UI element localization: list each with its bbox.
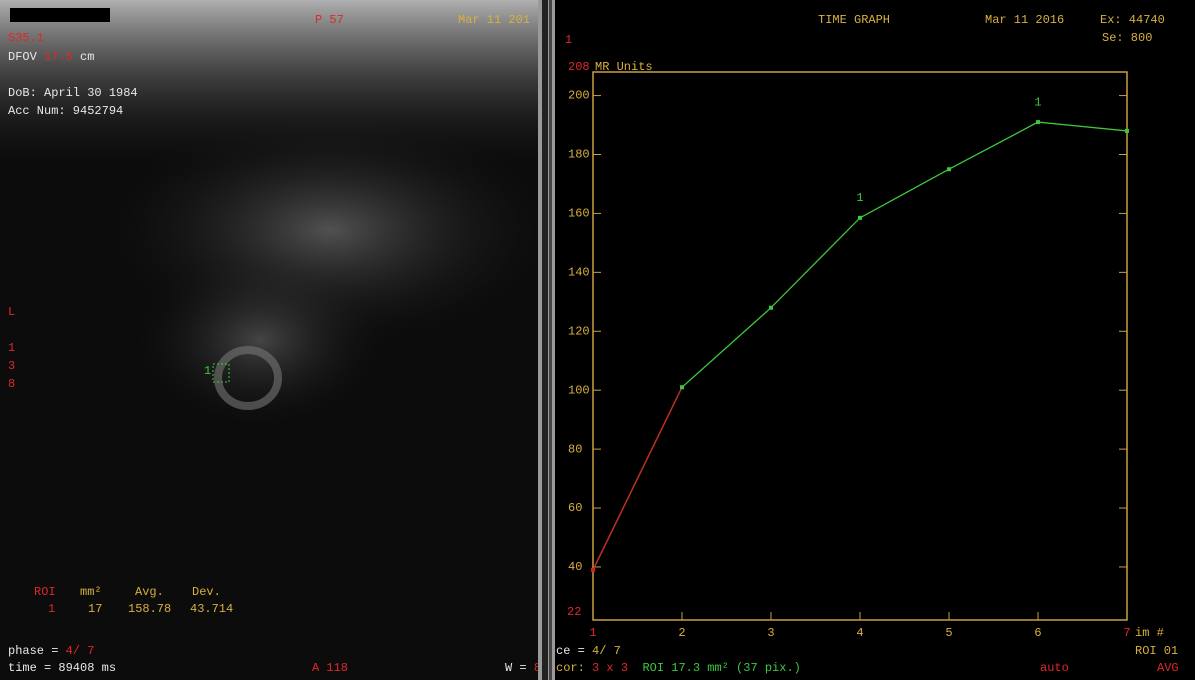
- date: Mar 11 2016: [985, 13, 1064, 27]
- y-tick-label: 80: [568, 442, 582, 456]
- x-tick-label: 6: [1034, 626, 1041, 640]
- roi-header: Dev.: [192, 585, 221, 599]
- graph-background: [555, 0, 1195, 680]
- x-tick-label: 3: [767, 626, 774, 640]
- roi-cell: 158.78: [128, 602, 171, 616]
- roi-marker: 1: [204, 364, 211, 378]
- redaction: [565, 8, 635, 20]
- separator-gap: [549, 0, 552, 680]
- acc-num: Acc Num: 9452794: [8, 104, 123, 118]
- series-id: S35.1: [8, 31, 44, 45]
- y-limit-label: 22: [567, 605, 581, 619]
- x-axis-label: im #: [1135, 626, 1164, 640]
- x-tick-label: 2: [678, 626, 685, 640]
- y-tick-label: 140: [568, 266, 590, 280]
- mode: auto: [1040, 661, 1069, 675]
- date: Mar 11 201: [458, 13, 530, 27]
- x-tick-label: 4: [856, 626, 863, 640]
- data-point: [1125, 129, 1129, 133]
- series: Se: 800: [1102, 31, 1152, 45]
- y-tick-label: 60: [568, 501, 582, 515]
- y-tick-label: 180: [568, 148, 590, 162]
- phase: ce = 4/ 7: [556, 644, 621, 658]
- roi-id: ROI 01: [1135, 644, 1178, 658]
- window: W = 8: [505, 661, 541, 675]
- data-point: [680, 385, 684, 389]
- dob: DoB: April 30 1984: [8, 86, 138, 100]
- cor: cor: 3 x 3 ROI 17.3 mm² (37 pix.): [556, 661, 801, 675]
- roi-cell: 43.714: [190, 602, 233, 616]
- dfov: DFOV 17.5 cm: [8, 50, 94, 64]
- corner: 1: [565, 33, 572, 47]
- y-tick-label: 40: [568, 560, 582, 574]
- anterior: A 118: [312, 661, 348, 675]
- image-viewport[interactable]: 1 S35.1 DFOV 17.5 cm DoB: April 30 1984 …: [0, 0, 560, 680]
- roi-header: mm²: [80, 585, 102, 599]
- data-point: [769, 306, 773, 310]
- roi-header: Avg.: [135, 585, 164, 599]
- x-tick-label: 7: [1123, 626, 1130, 640]
- roi-cell: 17: [88, 602, 102, 616]
- separator-gap: [542, 0, 548, 680]
- data-point: [1036, 120, 1040, 124]
- side-digit: 1: [8, 341, 15, 355]
- data-point: [947, 167, 951, 171]
- stat: AVG: [1157, 661, 1179, 675]
- side-digit: 3: [8, 359, 15, 373]
- position: P 57: [315, 13, 344, 27]
- time: time = 89408 ms: [8, 661, 116, 675]
- exam: Ex: 44740: [1100, 13, 1165, 27]
- roi-cell: 1: [48, 602, 55, 616]
- x-tick-label: 1: [589, 626, 596, 640]
- roi-header: ROI: [34, 585, 56, 599]
- data-point: [858, 216, 862, 220]
- y-tick-label: 160: [568, 207, 590, 221]
- y-tick-label: 200: [568, 89, 590, 103]
- point-annotation: 1: [856, 191, 863, 205]
- phase: phase = 4/ 7: [8, 644, 94, 658]
- y-tick-label: 100: [568, 383, 590, 397]
- y-limit-label: 208: [568, 60, 590, 74]
- data-point: [591, 568, 595, 572]
- x-tick-label: 5: [945, 626, 952, 640]
- side-digit: 8: [8, 377, 15, 391]
- orientation: L: [8, 305, 15, 319]
- redaction: [10, 8, 110, 22]
- graph-title: TIME GRAPH: [818, 13, 890, 27]
- screen: 1 S35.1 DFOV 17.5 cm DoB: April 30 1984 …: [0, 0, 1195, 680]
- graph-viewport: 1 TIME GRAPH Mar 11 2016 Ex: 44740 Se: 8…: [555, 0, 1195, 680]
- y-tick-label: 120: [568, 324, 590, 338]
- point-annotation: 1: [1034, 95, 1041, 109]
